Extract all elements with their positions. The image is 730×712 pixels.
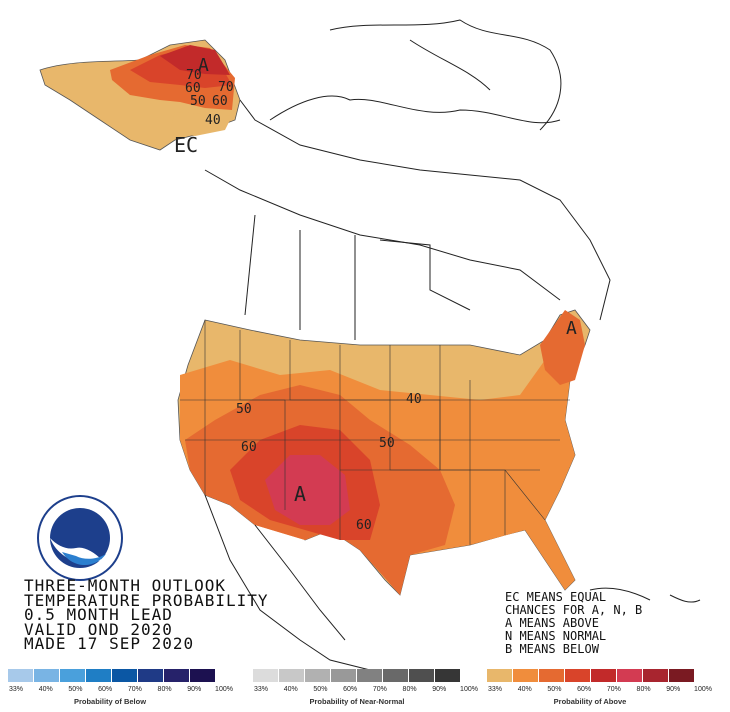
above-scale-tick: 60% <box>577 686 592 693</box>
normal-scale-tick: 50% <box>313 686 328 693</box>
above-scale-swatch <box>487 669 513 682</box>
noaa-logo-icon <box>37 495 123 581</box>
below-scale-tick: 90% <box>187 686 202 693</box>
alaska-60-label: 60 <box>185 81 201 96</box>
below-scale-swatch <box>60 669 86 682</box>
above-scale-swatch <box>669 669 695 682</box>
below-scale-title: Probability of Below <box>73 697 147 706</box>
below-scale-swatch <box>86 669 112 682</box>
conus-region <box>177 309 591 596</box>
normal-color-scale <box>253 669 461 682</box>
south-60-label: 60 <box>356 518 372 533</box>
normal-scale-tick: 60% <box>343 686 358 693</box>
legend-notes: EC MEANS EQUAL CHANCES FOR A, N, B A MEA… <box>505 591 642 656</box>
outlook-made: MADE 17 SEP 2020 <box>24 634 195 653</box>
southwest-above-label: A <box>294 482 307 506</box>
below-scale-swatch <box>34 669 60 682</box>
below-scale-swatch <box>164 669 190 682</box>
above-scale-ticks: 33% 40% 50% 60% 70% 80% 90% 100% <box>487 686 712 696</box>
above-scale-tick: 40% <box>517 686 532 693</box>
below-scale-tick: 100% <box>215 686 233 693</box>
below-scale-tick: 70% <box>127 686 142 693</box>
normal-scale-tick: 100% <box>460 686 478 693</box>
normal-scale-swatch <box>409 669 435 682</box>
below-scale-tick: 50% <box>68 686 83 693</box>
below-scale-swatch <box>8 669 34 682</box>
normal-scale-tick: 90% <box>432 686 447 693</box>
alaska-ec-label: EC <box>174 133 199 157</box>
above-scale-swatch <box>617 669 643 682</box>
normal-scale-tick: 40% <box>283 686 298 693</box>
normal-scale-swatch <box>305 669 331 682</box>
above-color-scale <box>487 669 695 682</box>
west-50-label: 50 <box>236 402 252 417</box>
alaska-region <box>39 39 241 151</box>
outlook-valid: VALID OND 2020 <box>24 619 173 639</box>
west-60-label: 60 <box>241 440 257 455</box>
normal-scale-swatch <box>331 669 357 682</box>
legend-ec: EC MEANS EQUAL <box>505 590 607 604</box>
above-scale-tick: 100% <box>694 686 712 693</box>
legend-chances: CHANCES FOR A, N, B <box>505 603 643 617</box>
legend-below: B MEANS BELOW <box>505 642 599 656</box>
below-scale-tick: 33% <box>8 686 24 693</box>
alaska-50-label: 50 <box>190 94 206 109</box>
above-scale-swatch <box>513 669 539 682</box>
outlook-variable: TEMPERATURE PROBABILITY <box>24 590 269 610</box>
above-scale-tick: 50% <box>547 686 562 693</box>
legend-normal: N MEANS NORMAL <box>505 629 607 643</box>
normal-scale-swatch <box>435 669 461 682</box>
northeast-above-label: A <box>566 318 577 339</box>
below-color-scale <box>8 669 216 682</box>
above-scale-swatch <box>643 669 669 682</box>
state-borders <box>180 320 570 545</box>
normal-scale-title: Probability of Near-Normal <box>309 697 405 706</box>
below-scale-swatch <box>138 669 164 682</box>
normal-scale-swatch <box>279 669 305 682</box>
normal-scale-tick: 70% <box>372 686 387 693</box>
mexico-outline <box>204 494 371 671</box>
legend-above: A MEANS ABOVE <box>505 616 599 630</box>
normal-scale-ticks: 33% 40% 50% 60% 70% 80% 90% 100% <box>253 686 478 696</box>
normal-scale-swatch <box>253 669 279 682</box>
below-scale-ticks: 33% 40% 50% 60% 70% 80% 90% 100% <box>8 686 233 696</box>
above-scale-swatch <box>565 669 591 682</box>
central-40-label: 40 <box>406 392 422 407</box>
above-scale-swatch <box>591 669 617 682</box>
below-scale-swatch <box>112 669 138 682</box>
below-scale-swatch <box>190 669 216 682</box>
above-scale-tick: 70% <box>606 686 621 693</box>
outlook-lead: 0.5 MONTH LEAD <box>24 605 173 624</box>
above-scale-tick: 90% <box>666 686 681 693</box>
above-scale-swatch <box>539 669 565 682</box>
outlook-description: THREE-MONTH OUTLOOK TEMPERATURE PROBABIL… <box>24 576 269 653</box>
caribbean-outline <box>589 587 701 603</box>
normal-scale-swatch <box>357 669 383 682</box>
above-scale-title: Probability of Above <box>553 697 627 706</box>
canada-region <box>204 19 611 340</box>
normal-scale-tick: 80% <box>402 686 417 693</box>
central-50-label: 50 <box>379 436 395 451</box>
alaska-above-label: A <box>198 55 209 76</box>
normal-scale-swatch <box>383 669 409 682</box>
above-scale-tick: 33% <box>487 686 503 693</box>
alaska-40-label: 40 <box>205 113 221 128</box>
below-scale-tick: 60% <box>98 686 113 693</box>
alaska-70-label: 70 <box>186 68 202 83</box>
alaska-70b-label: 70 <box>218 80 234 95</box>
above-scale-tick: 80% <box>636 686 651 693</box>
normal-scale-tick: 33% <box>253 686 269 693</box>
outlook-title: THREE-MONTH OUTLOOK <box>24 576 227 595</box>
below-scale-tick: 40% <box>38 686 53 693</box>
below-scale-tick: 80% <box>157 686 172 693</box>
alaska-60b-label: 60 <box>212 94 228 109</box>
